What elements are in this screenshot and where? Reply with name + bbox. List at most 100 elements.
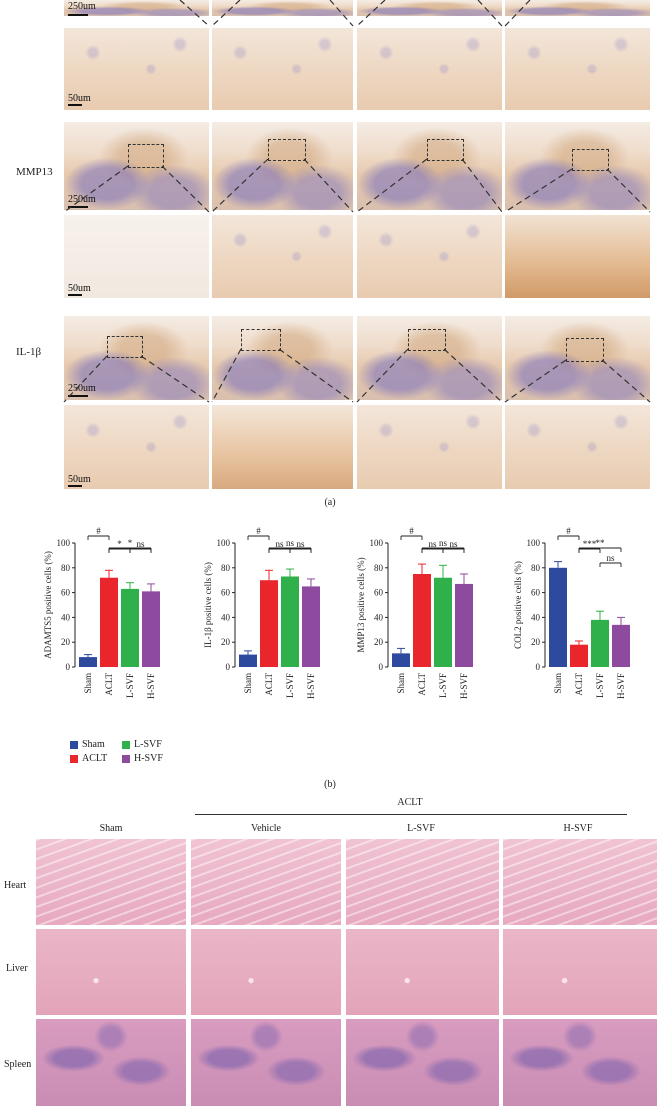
- scale-label-high-1: 50um: [68, 93, 91, 104]
- y-tick-label: 40: [221, 612, 231, 622]
- scale-label-low-2: 250um: [68, 194, 96, 205]
- y-axis-label: COL2 positive cells (%): [513, 561, 523, 649]
- bar-l-svf: [434, 577, 452, 667]
- x-tick-label: L-SVF: [125, 673, 135, 698]
- y-tick-label: 0: [66, 662, 71, 672]
- sig-label: ns: [449, 539, 458, 549]
- legend-label-aclt: ACLT: [82, 753, 108, 764]
- y-axis-label: MMP13 positive cells (%): [356, 557, 366, 652]
- x-tick-label: H-SVF: [616, 673, 626, 699]
- he-liver-sham: [36, 929, 186, 1015]
- row-label-spleen: Spleen: [4, 1059, 32, 1070]
- scale-label-low-1: 250um: [68, 1, 96, 12]
- x-tick-label: Sham: [396, 673, 406, 694]
- sig-label: *: [117, 539, 122, 549]
- zoom-box: [107, 336, 143, 358]
- sig-label: ns: [296, 539, 305, 549]
- y-tick-label: 80: [221, 563, 231, 573]
- scale-bar: [68, 14, 88, 16]
- zoom-box: [241, 329, 281, 351]
- he-spleen-vehicle: [191, 1019, 341, 1106]
- y-tick-label: 0: [536, 662, 541, 672]
- scale-label-high-2: 50um: [68, 283, 91, 294]
- ihc-low-lsvf-3: [357, 316, 502, 400]
- bar-h-svf: [302, 586, 320, 667]
- ihc-high-lsvf-1: [357, 28, 502, 110]
- y-tick-label: 80: [531, 563, 541, 573]
- bar-aclt: [260, 580, 278, 667]
- y-tick-label: 60: [374, 588, 384, 598]
- y-axis-label: IL-1β positive cells (%): [203, 562, 213, 648]
- ihc-high-lsvf-3: [357, 405, 502, 489]
- y-tick-label: 40: [374, 612, 384, 622]
- bar-charts: 0 20 40 60 80 100 ADAMTS5 positive cells (%) Sh…: [43, 526, 630, 699]
- col-header-vehicle: Vehicle: [251, 823, 281, 834]
- legend: Sham L-SVF ACLT H-SVF: [70, 739, 180, 771]
- group-header-rule: [195, 814, 627, 815]
- row-label-il1b: IL-1β: [16, 346, 42, 358]
- zoom-box: [408, 329, 446, 351]
- legend-swatch-aclt: [70, 755, 78, 763]
- sig-label: ns: [428, 539, 437, 549]
- col-header-hsvf: H-SVF: [563, 823, 593, 834]
- sig-label: ns: [275, 539, 284, 549]
- zoom-box: [268, 139, 306, 161]
- bar-aclt: [570, 644, 588, 667]
- bar-sham: [392, 653, 410, 667]
- row-label-mmp13: MMP13: [16, 166, 53, 178]
- x-tick-label: Sham: [553, 673, 563, 694]
- y-tick-label: 100: [527, 538, 541, 548]
- y-tick-label: 80: [374, 563, 384, 573]
- sig-label: ns: [439, 538, 448, 548]
- sig-label: #: [409, 526, 414, 536]
- y-tick-label: 0: [226, 662, 231, 672]
- y-tick-label: 40: [531, 612, 541, 622]
- y-tick-label: 20: [531, 637, 541, 647]
- ihc-low-hsvf-1: [505, 0, 650, 16]
- he-spleen-lsvf: [346, 1019, 499, 1106]
- col-header-lsvf: L-SVF: [407, 823, 435, 834]
- x-tick-label: ACLT: [574, 672, 584, 695]
- ihc-high-lsvf-2: [357, 215, 502, 298]
- ihc-high-sham-1: [64, 28, 209, 110]
- bar-l-svf: [121, 588, 139, 667]
- he-heart-hsvf: [503, 839, 657, 925]
- x-tick-label: ACLT: [417, 672, 427, 695]
- ihc-high-aclt-2: [212, 215, 353, 298]
- sig-label: **: [596, 538, 606, 548]
- ihc-high-hsvf-1: [505, 28, 650, 110]
- x-tick-label: L-SVF: [438, 673, 448, 698]
- ihc-low-hsvf-2: [505, 122, 650, 210]
- ihc-low-lsvf-2: [357, 122, 502, 210]
- ihc-high-sham-2: [64, 215, 209, 298]
- he-heart-lsvf: [346, 839, 499, 925]
- zoom-box: [128, 144, 164, 168]
- he-heart-sham: [36, 839, 186, 925]
- legend-swatch-hsvf: [122, 755, 130, 763]
- y-tick-label: 60: [221, 588, 231, 598]
- x-tick-label: L-SVF: [595, 673, 605, 698]
- bar-l-svf: [591, 619, 609, 667]
- zoom-connector-lines: [63, 0, 651, 403]
- he-liver-vehicle: [191, 929, 341, 1015]
- group-header: ACLT: [397, 797, 423, 808]
- he-spleen-hsvf: [503, 1019, 657, 1106]
- sig-label: ns: [606, 553, 615, 563]
- he-heart-vehicle: [191, 839, 341, 925]
- bar-h-svf: [612, 624, 630, 667]
- col-header-sham: Sham: [99, 823, 123, 834]
- scale-bar: [68, 206, 88, 208]
- sig-label: #: [256, 526, 261, 536]
- ihc-low-lsvf-1: [357, 0, 502, 16]
- scale-bar: [68, 395, 88, 397]
- ihc-low-aclt-1: [212, 0, 353, 16]
- y-tick-label: 100: [217, 538, 231, 548]
- ihc-high-hsvf-3: [505, 405, 650, 489]
- y-tick-label: 60: [61, 588, 71, 598]
- legend-label-sham: Sham: [82, 739, 105, 750]
- y-tick-label: 20: [61, 637, 71, 647]
- x-tick-label: Sham: [83, 673, 93, 694]
- he-liver-hsvf: [503, 929, 657, 1015]
- zoom-box: [427, 139, 464, 161]
- caption-b: (b): [324, 779, 336, 790]
